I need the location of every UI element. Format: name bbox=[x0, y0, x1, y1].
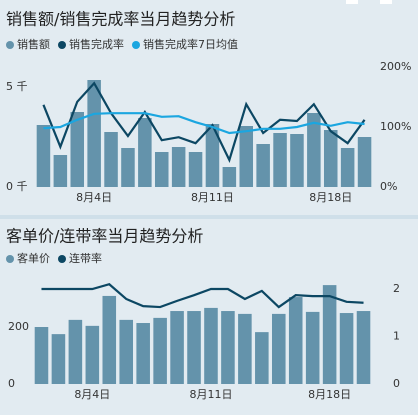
bar bbox=[323, 130, 338, 187]
x-tick-label: 8月4日 bbox=[74, 388, 110, 401]
bar bbox=[239, 126, 254, 187]
bar bbox=[222, 167, 237, 187]
legend-marker bbox=[58, 41, 66, 49]
x-tick-label: 8月4日 bbox=[76, 191, 112, 204]
bar bbox=[221, 311, 235, 384]
y-tick-label: 200 bbox=[8, 320, 29, 333]
legend-label: 销售完成率 bbox=[69, 37, 124, 51]
legend-label: 销售完成率7日均值 bbox=[143, 37, 238, 51]
bar bbox=[339, 313, 354, 384]
bar bbox=[68, 319, 83, 384]
bar bbox=[187, 311, 201, 384]
legend-marker bbox=[6, 255, 14, 263]
legend-marker bbox=[6, 41, 14, 49]
bar bbox=[188, 152, 203, 187]
sales-chart: 销售额/销售完成率当月趋势分析 0 千 5 千 0% 100% 200% 8月4日 8月11… bbox=[0, 0, 418, 215]
bar bbox=[255, 332, 269, 384]
bar bbox=[136, 323, 150, 384]
bar bbox=[102, 295, 117, 384]
bar bbox=[87, 80, 101, 187]
bar bbox=[271, 313, 286, 384]
price-chart: 客单价/连带率当月趋势分析 0 200 0 1 2 8月4日 8月11日 8月18日 客单价 连带… bbox=[0, 219, 418, 415]
bar bbox=[357, 137, 372, 187]
bar bbox=[153, 317, 167, 384]
bar bbox=[204, 307, 218, 384]
bar bbox=[70, 112, 85, 187]
bar bbox=[205, 124, 220, 187]
bar bbox=[290, 134, 304, 187]
y2-tick-label: 2 bbox=[393, 282, 400, 295]
bar bbox=[322, 285, 337, 384]
x-tick-label: 8月11日 bbox=[191, 191, 234, 204]
legend-marker bbox=[58, 255, 66, 263]
bar bbox=[34, 327, 49, 384]
bar bbox=[51, 334, 66, 384]
y2-tick-label: 100% bbox=[380, 120, 411, 133]
bar bbox=[104, 132, 118, 187]
line bbox=[41, 283, 364, 309]
bar bbox=[170, 311, 184, 384]
bar bbox=[356, 311, 371, 384]
y2-tick-label: 0 bbox=[393, 377, 400, 390]
line bbox=[42, 81, 366, 164]
bar bbox=[138, 118, 152, 187]
y2-tick-label: 0% bbox=[380, 180, 397, 193]
x-tick-label: 8月11日 bbox=[189, 388, 232, 401]
bar bbox=[340, 148, 355, 187]
legend-label: 连带率 bbox=[69, 251, 102, 265]
bar bbox=[36, 125, 51, 187]
legend-label: 销售额 bbox=[17, 37, 50, 51]
y2-tick-label: 200% bbox=[380, 60, 411, 73]
legend-label: 客单价 bbox=[17, 251, 50, 265]
chart-title: 销售额/销售完成率当月趋势分析 bbox=[6, 10, 235, 29]
bar bbox=[121, 148, 135, 187]
bar bbox=[288, 297, 303, 384]
bar bbox=[85, 325, 100, 384]
icon bbox=[380, 0, 392, 4]
line bbox=[43, 112, 365, 135]
chart-title: 客单价/连带率当月趋势分析 bbox=[6, 227, 203, 246]
icon bbox=[346, 0, 358, 4]
bar bbox=[238, 313, 252, 384]
y2-tick-label: 1 bbox=[393, 330, 400, 343]
legend-marker bbox=[132, 41, 140, 49]
y-tick-label: 5 千 bbox=[6, 80, 28, 93]
y-tick-label: 0 bbox=[8, 377, 15, 390]
bar bbox=[273, 133, 287, 187]
bar bbox=[171, 147, 186, 187]
x-tick-label: 8月18日 bbox=[309, 191, 352, 204]
bar bbox=[256, 144, 270, 187]
bar bbox=[307, 113, 321, 187]
y-tick-label: 0 千 bbox=[6, 180, 28, 193]
bar bbox=[305, 311, 320, 384]
x-tick-label: 8月18日 bbox=[308, 388, 351, 401]
bar bbox=[53, 155, 68, 187]
bar bbox=[154, 152, 169, 187]
bar bbox=[119, 319, 134, 384]
